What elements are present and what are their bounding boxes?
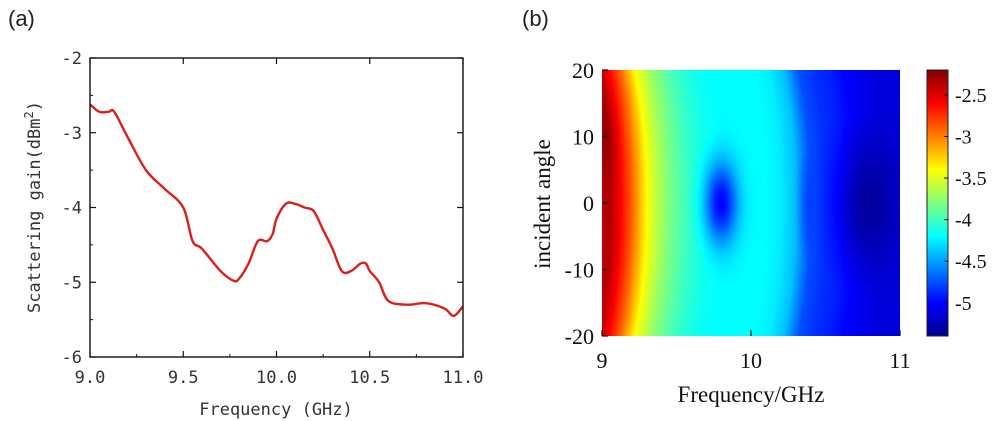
panel-a-y-tick-label: -2	[62, 49, 82, 69]
panel-b-label: (b)	[522, 6, 549, 31]
panel-a-x-tick-label: 10.5	[349, 368, 390, 388]
panel-b-x-tick-label: 11	[889, 348, 910, 373]
panel-a-y-tick-label: -4	[62, 199, 82, 219]
panel-b-colorbar-tick-label: -3	[955, 127, 972, 149]
panel-b-y-tick-label: -10	[565, 258, 594, 283]
panel-a-x-tick-label: 11.0	[443, 368, 484, 388]
panel-a-y-tick-label: -6	[62, 348, 82, 368]
panel-a-plot-area	[90, 103, 463, 318]
panel-a-y-axis-label-sup: 2	[22, 111, 36, 118]
panel-b-tick-labels: 9 10 11 -20 -10 0 10 20	[565, 58, 911, 373]
panel-b-colorbar-tick-label: -4	[955, 210, 972, 232]
panel-a-y-tick-label: -3	[62, 124, 82, 144]
panel-a-y-axis-label-close: )	[25, 101, 45, 111]
panel-b-y-tick-label: -20	[565, 324, 594, 349]
panel-b-x-axis-label: Frequency/GHz	[678, 382, 825, 407]
panel-a-label: (a)	[8, 6, 35, 31]
panel-a-x-axis-label: Frequency (GHz)	[199, 400, 353, 420]
panel-a: (a) 9.0 9.5 10.0 10.5 11.0 -6 -5 -4 -3 -2 Frequen…	[8, 6, 483, 420]
panel-a-y-tick-label: -5	[62, 273, 82, 293]
panel-b-colorbar-tick-label: -5	[955, 293, 972, 315]
panel-b-colorbar-tick-label: -4.5	[955, 251, 987, 273]
panel-a-x-tick-label: 10.0	[256, 368, 297, 388]
panel-b: (b) 9 10 11 -20 -10 0 10 20 Frequency/GHz incid…	[522, 6, 987, 407]
panel-b-y-tick-label: 20	[572, 58, 594, 83]
panel-b-x-tick-label: 9	[597, 348, 608, 373]
panel-a-y-axis-label-text: Scattering gain(dBm	[25, 119, 45, 313]
panel-b-colorbar-tick-label: -3.5	[955, 168, 987, 190]
panel-b-y-tick-label: 10	[572, 125, 594, 150]
panel-b-heatmap	[602, 70, 900, 336]
panel-a-x-tick-label: 9.5	[168, 368, 199, 388]
panel-b-colorbar-tick-label: -2.5	[955, 85, 987, 107]
panel-a-x-tick-label: 9.0	[75, 368, 106, 388]
panel-b-colorbar	[926, 69, 949, 337]
panel-b-ticks	[601, 69, 901, 337]
panel-b-x-tick-label: 10	[740, 348, 762, 373]
panel-a-tick-labels: 9.0 9.5 10.0 10.5 11.0 -6 -5 -4 -3 -2	[62, 49, 484, 388]
panel-b-colorbar-ticks: -5 -4.5 -4 -3.5 -3 -2.5	[944, 85, 987, 315]
panel-a-ticks	[89, 57, 464, 358]
panel-b-y-axis-label: incident angle	[530, 139, 555, 269]
panel-b-y-tick-label: 0	[583, 191, 594, 216]
panel-a-frame	[89, 57, 464, 358]
panel-a-y-axis-label: Scattering gain(dBm2)	[22, 101, 45, 313]
panel-a-series-line	[90, 103, 463, 318]
